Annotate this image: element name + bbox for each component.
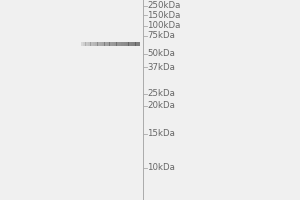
Bar [128,42,131,46]
Bar [114,42,117,46]
Bar [102,42,105,46]
Text: 250kDa: 250kDa [147,1,180,10]
Bar [90,42,93,46]
Bar [126,42,128,46]
Text: 100kDa: 100kDa [147,21,180,30]
Bar [116,42,119,46]
Bar [124,42,126,46]
Bar [138,42,140,46]
Bar [112,42,114,46]
Text: 50kDa: 50kDa [147,49,175,58]
Text: 15kDa: 15kDa [147,130,175,139]
Bar [100,42,102,46]
Bar [109,42,112,46]
Bar [88,42,91,46]
Bar [135,42,138,46]
Bar [121,42,124,46]
Bar [83,42,86,46]
Text: 37kDa: 37kDa [147,62,175,72]
Text: 20kDa: 20kDa [147,102,175,110]
Bar [98,42,100,46]
Bar [130,42,133,46]
Bar [95,42,98,46]
Text: 25kDa: 25kDa [147,90,175,98]
Bar [85,42,88,46]
Bar [93,42,95,46]
Bar [104,42,107,46]
Bar [107,42,110,46]
Text: 150kDa: 150kDa [147,10,180,20]
Bar [133,42,136,46]
Bar [81,42,83,46]
Bar [119,42,122,46]
Text: 10kDa: 10kDa [147,163,175,172]
Text: 75kDa: 75kDa [147,31,175,40]
